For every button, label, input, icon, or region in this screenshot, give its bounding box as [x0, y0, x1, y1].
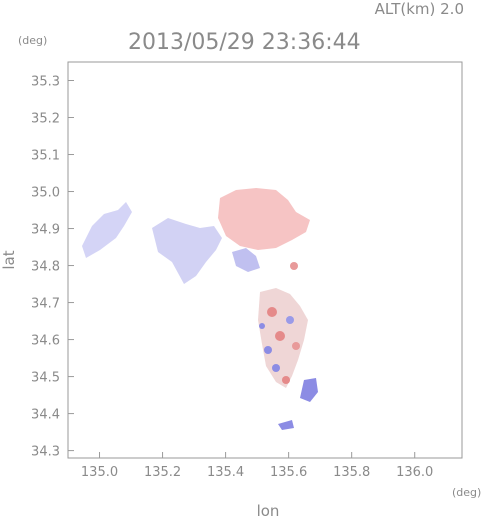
echo-region-central — [152, 218, 222, 284]
x-tick-label: 136.0 — [396, 465, 433, 480]
plot-frame — [67, 61, 463, 459]
y-tick-label: 34.5 — [31, 371, 60, 386]
altitude-label: ALT(km) 2.0 — [375, 0, 464, 18]
echo-cell — [286, 316, 294, 324]
y-tick-label: 34.3 — [31, 445, 60, 460]
y-tick-label: 34.4 — [31, 408, 60, 423]
x-unit-label: (deg) — [452, 486, 481, 499]
y-axis: 34.3 34.4 34.5 34.6 34.7 34.8 34.9 35.0 35.1 35.2… — [31, 75, 74, 460]
echo-cell — [259, 323, 265, 329]
y-tick-label: 34.8 — [31, 260, 60, 275]
y-tick-label: 34.7 — [31, 297, 60, 312]
echo-field — [82, 188, 318, 430]
echo-region-far-south — [278, 420, 294, 430]
echo-region-north — [218, 188, 310, 250]
echo-cell — [292, 342, 300, 350]
echo-cell — [282, 376, 290, 384]
x-tick-label: 135.6 — [270, 465, 307, 480]
echo-cell — [267, 307, 277, 317]
y-axis-label: lat — [0, 250, 18, 269]
y-tick-label: 35.3 — [31, 75, 60, 90]
x-tick-label: 135.4 — [207, 465, 244, 480]
x-axis-label: lon — [257, 502, 280, 520]
x-tick-label: 135.0 — [81, 465, 118, 480]
echo-cell — [264, 346, 272, 354]
x-axis: 135.0 135.2 135.4 135.6 135.8 136.0 — [81, 452, 433, 480]
x-tick-label: 135.2 — [144, 465, 181, 480]
y-tick-label: 34.6 — [31, 334, 60, 349]
echo-cell — [290, 262, 298, 270]
y-tick-label: 35.0 — [31, 186, 60, 201]
y-unit-label: (deg) — [18, 34, 47, 47]
echo-region-west — [82, 202, 132, 258]
x-tick-label: 135.8 — [333, 465, 370, 480]
timestamp-title: 2013/05/29 23:36:44 — [128, 30, 361, 55]
y-tick-label: 35.1 — [31, 149, 60, 164]
echo-cell — [275, 331, 285, 341]
y-tick-label: 34.9 — [31, 223, 60, 238]
y-tick-label: 35.2 — [31, 112, 60, 127]
echo-region-southeast — [300, 378, 318, 402]
echo-region-small-blue — [232, 248, 260, 272]
echo-cell — [272, 364, 280, 372]
